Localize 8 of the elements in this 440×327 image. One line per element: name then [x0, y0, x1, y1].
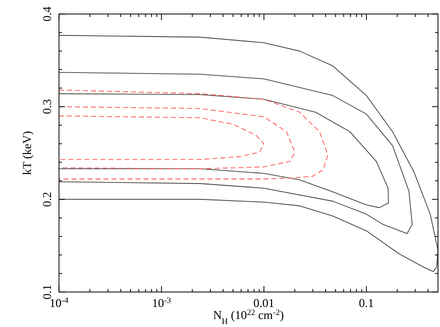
y-tick-label: 0.4 [40, 6, 54, 22]
y-tick-label: 0.3 [40, 99, 54, 114]
x-tick-label: 0.1 [358, 296, 374, 310]
y-axis-title: kT (keV) [20, 130, 34, 176]
x-tick-label: 0.01 [253, 296, 274, 310]
y-tick-label: 0.2 [40, 192, 54, 207]
x-tick-label: 10$^{-3}$ [152, 296, 171, 310]
x-axis-title: N$_{H}$ (10$^{22}$ cm$^{-2}$) [213, 308, 284, 326]
